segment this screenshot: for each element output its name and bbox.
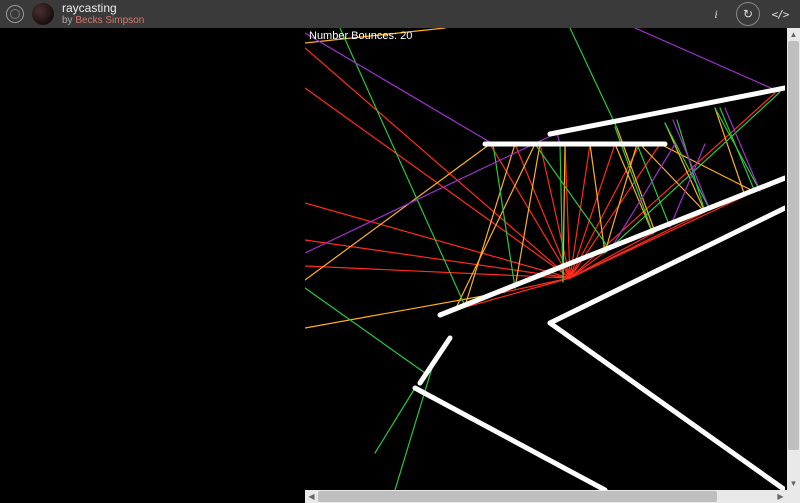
author-avatar[interactable]	[32, 3, 54, 25]
vertical-scrollbar[interactable]: ▲ ▼	[787, 28, 800, 490]
viewport: Number Bounces: 20 ▲ ▼ ◀ ▶	[0, 28, 800, 503]
horizontal-scrollbar[interactable]: ◀ ▶	[305, 490, 787, 503]
bounce-label: Number Bounces: 20	[309, 30, 412, 42]
info-button[interactable]: i	[704, 2, 728, 26]
by-prefix: by	[62, 15, 75, 26]
raycast-svg	[305, 28, 785, 490]
site-logo-icon[interactable]	[6, 5, 24, 23]
scroll-up-icon[interactable]: ▲	[787, 28, 800, 41]
reload-icon: ↻	[743, 7, 753, 21]
scroll-corner	[787, 490, 800, 503]
scroll-right-icon[interactable]: ▶	[774, 490, 787, 503]
sketch-title: raycasting	[62, 2, 144, 15]
bounce-count: 20	[400, 30, 412, 42]
horizontal-scroll-thumb[interactable]	[318, 491, 717, 502]
info-icon: i	[714, 7, 717, 22]
vertical-scroll-thumb[interactable]	[788, 41, 799, 450]
byline: by Becks Simpson	[62, 15, 144, 26]
view-code-button[interactable]: </>	[768, 2, 792, 26]
code-icon: </>	[772, 8, 789, 21]
scroll-left-icon[interactable]: ◀	[305, 490, 318, 503]
reload-button[interactable]: ↻	[736, 2, 760, 26]
title-block: raycasting by Becks Simpson	[62, 2, 144, 26]
sketch-canvas[interactable]: Number Bounces: 20	[305, 28, 785, 490]
author-link[interactable]: Becks Simpson	[75, 15, 144, 26]
bounce-label-prefix: Number Bounces:	[309, 30, 400, 42]
top-bar: raycasting by Becks Simpson i ↻ </>	[0, 0, 800, 28]
scroll-down-icon[interactable]: ▼	[787, 477, 800, 490]
